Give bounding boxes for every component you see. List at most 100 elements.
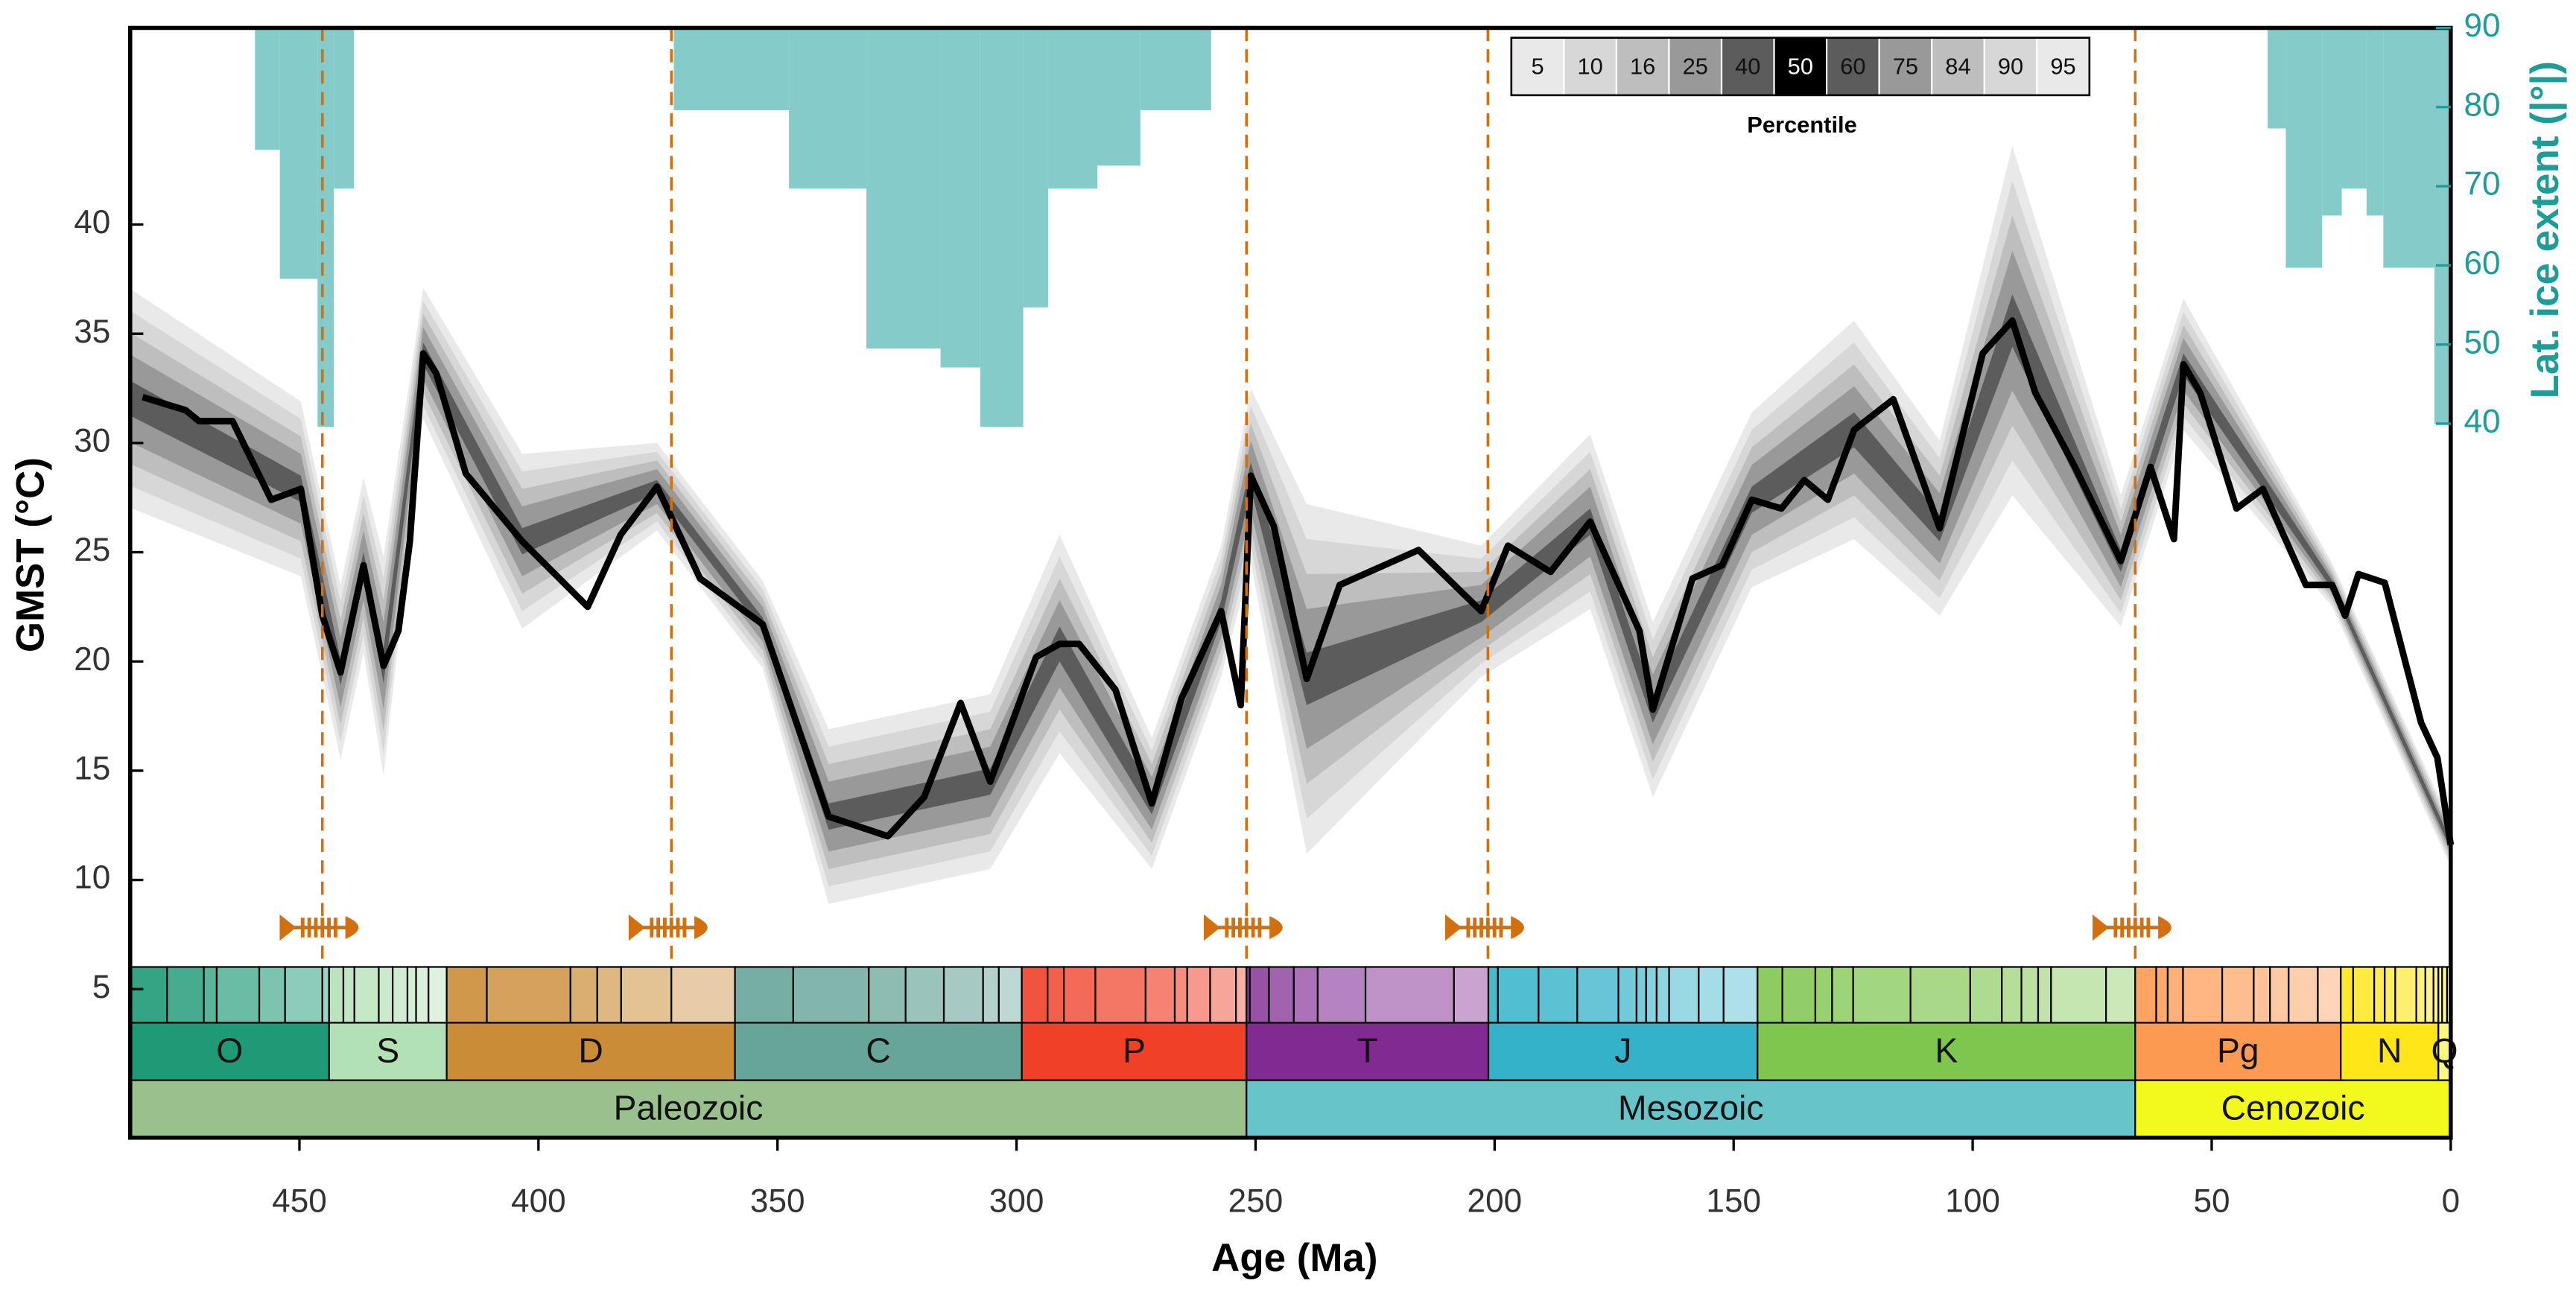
ice-extent-bar (789, 28, 867, 189)
stage-box (203, 966, 218, 1024)
extinction-icon (1511, 916, 1524, 940)
stage-box (1576, 966, 1619, 1024)
stage-box (1063, 966, 1097, 1024)
stage-box (2050, 966, 2107, 1024)
extinction-icon (345, 916, 359, 940)
legend-layer: 5 10 16 25 40 50 60 75 84 90 95 (1510, 36, 2091, 97)
y2-tick-label: 50 (2464, 324, 2500, 360)
x-tick-label: 100 (1945, 1183, 2000, 1220)
stage-box (1497, 966, 1540, 1024)
period-box (445, 1022, 736, 1081)
stage-box (1186, 966, 1211, 1024)
extinction-icon (1458, 917, 1514, 938)
period-box (1021, 1022, 1248, 1081)
period-label: N (2377, 1031, 2402, 1069)
extinction-icon (1269, 916, 1283, 940)
stage-box (1969, 966, 2003, 1024)
axis-layer: 450 400 350 300 250 200 150 100 50 0 5 10 15 20 25 30 35… (74, 7, 2500, 1219)
stage-box (391, 966, 409, 1024)
stage-box (1617, 966, 1638, 1024)
y-tick-label: 40 (74, 204, 110, 241)
period-box (328, 1022, 448, 1081)
stage-box (1047, 966, 1065, 1024)
stage-box (2424, 966, 2434, 1024)
stage-box (1268, 966, 1295, 1024)
extinction-icon (2158, 916, 2171, 940)
stage-box (1668, 966, 1700, 1024)
stage-box (1235, 966, 1248, 1024)
stage-box (670, 966, 736, 1024)
legend-swatch (1615, 36, 1670, 96)
period-label: T (1357, 1031, 1377, 1069)
x-tick-label: 400 (511, 1183, 566, 1220)
era-label: Cenozoic (2221, 1089, 2365, 1127)
stage-box (620, 966, 673, 1024)
x-tick-label: 300 (989, 1183, 1044, 1220)
extinction-icon (641, 917, 698, 938)
ice-extent-bar (2434, 28, 2451, 424)
legend-label: 60 (1840, 54, 1865, 80)
stage-box (2317, 966, 2342, 1024)
stage-box (868, 966, 907, 1024)
x-tick-label: 150 (1706, 1183, 1761, 1220)
legend-label: 5 (1532, 54, 1544, 80)
stage-box (2037, 966, 2052, 1024)
extinction-icon (2105, 917, 2162, 938)
stage-box (1316, 966, 1367, 1024)
stage-box (2394, 966, 2417, 1024)
stage-box (2269, 966, 2290, 1024)
stage-box (1292, 966, 1319, 1024)
y2-tick-label: 90 (2464, 7, 2500, 44)
x-tick-label: 250 (1228, 1183, 1284, 1220)
y-axis-label: GMST (°C) (9, 457, 53, 652)
stage-box (1814, 966, 1833, 1024)
period-box (1246, 1022, 1490, 1081)
stage-box (2415, 966, 2426, 1024)
period-label: K (1935, 1031, 1958, 1069)
ice-layer (255, 28, 2451, 427)
ice-extent-bar (866, 28, 941, 349)
period-label: Q (2431, 1031, 2458, 1069)
era-box (129, 1079, 1248, 1139)
stage-box (1538, 966, 1579, 1024)
median-line (142, 317, 2455, 846)
ice-extent-bar (2268, 28, 2286, 129)
stage-box (2001, 966, 2023, 1024)
ice-extent-bar (2366, 28, 2384, 216)
era-box (1246, 1079, 2136, 1139)
x-tick-label: 50 (2193, 1183, 2230, 1220)
percentile-band (132, 215, 2451, 869)
x-tick-label: 350 (750, 1183, 805, 1220)
period-label: O (216, 1031, 243, 1069)
period-label: P (1123, 1031, 1146, 1069)
legend-title: Percentile (1747, 112, 1857, 138)
stage-box (1487, 966, 1499, 1024)
stage-box (328, 966, 345, 1024)
stage-box (2020, 966, 2040, 1024)
stage-box (1249, 966, 1270, 1024)
period-label: D (578, 1031, 603, 1069)
stage-box (1144, 966, 1176, 1024)
stage-box (734, 966, 794, 1024)
era-label: Mesozoic (1618, 1089, 1763, 1127)
stage-box (1364, 966, 1455, 1024)
y-tick-label: 15 (74, 751, 110, 787)
stage-box (1909, 966, 1971, 1024)
stage-box (1655, 966, 1670, 1024)
stage-box (1173, 966, 1188, 1024)
stage-box (342, 966, 355, 1024)
ice-extent-bar (255, 28, 280, 150)
stage-box (1852, 966, 1912, 1024)
stage-box (982, 966, 1000, 1024)
extinction-icon (279, 914, 296, 941)
stage-box (428, 966, 448, 1024)
period-label: S (376, 1031, 399, 1069)
ice-extent-bar (2341, 28, 2367, 189)
period-box (734, 1022, 1023, 1081)
stage-box (1635, 966, 1647, 1024)
stage-box (2352, 966, 2376, 1024)
ice-extent-bar (2383, 28, 2435, 268)
band-layer (132, 145, 2455, 904)
stage-box (215, 966, 261, 1024)
